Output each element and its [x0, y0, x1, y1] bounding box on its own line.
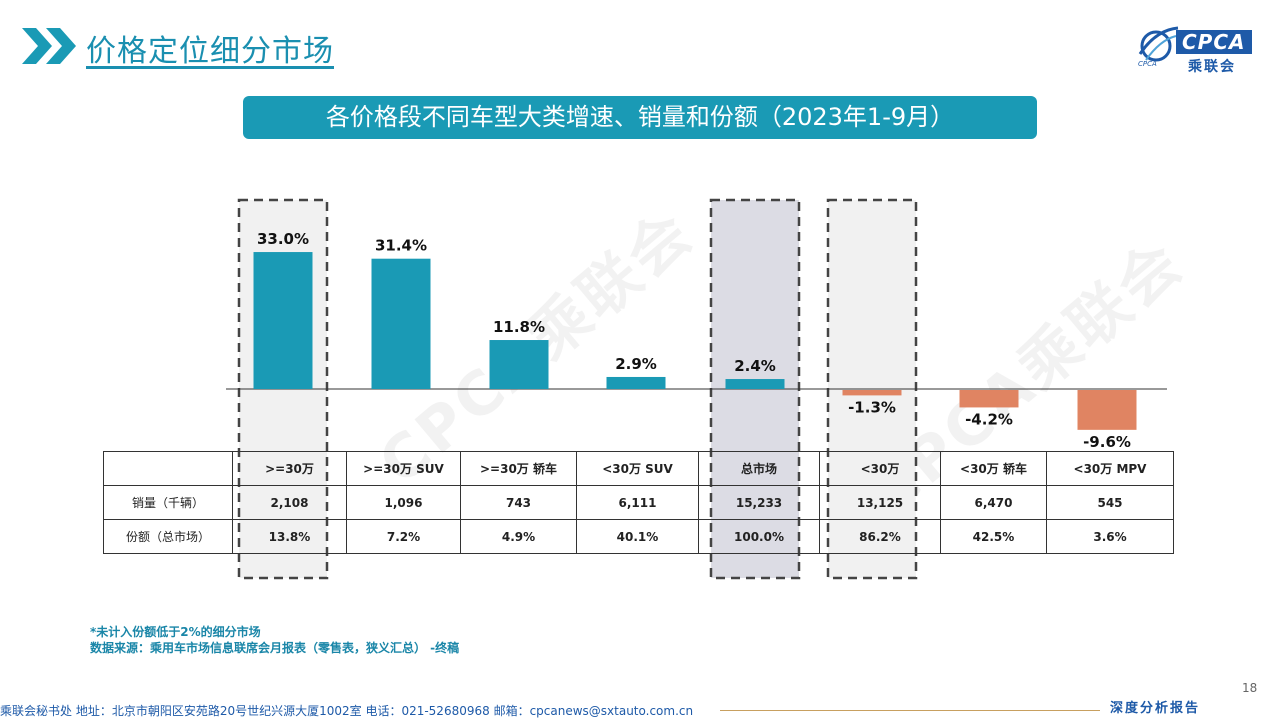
table-cell: 100.0% [698, 519, 820, 554]
table-cell: 6,470 [940, 485, 1047, 520]
footer-contact: 乘联会秘书处 地址：北京市朝阳区安苑路20号世纪兴源大厦1002室 电话：021… [0, 704, 694, 718]
table-header-row: >=30万 >=30万 SUV >=30万 轿车 <30万 SUV 总市场 <3… [103, 451, 1174, 486]
row-label: 份额（总市场） [103, 519, 233, 554]
table-header: <30万 轿车 [940, 451, 1047, 486]
bar [725, 379, 785, 389]
bar-value-label: 2.9% [615, 355, 657, 373]
table-header: <30万 MPV [1046, 451, 1174, 486]
bar-value-label: 11.8% [493, 318, 545, 336]
table-cell: 42.5% [940, 519, 1047, 554]
table-header: <30万 [819, 451, 941, 486]
report-label: 深度分析报告 [1110, 701, 1201, 716]
bar-value-label: 2.4% [734, 357, 776, 375]
row-label: 销量（千辆） [103, 485, 233, 520]
bar [253, 252, 313, 389]
bar [842, 390, 902, 396]
table-cell: 13,125 [819, 485, 941, 520]
page-number: 18 [1242, 681, 1258, 695]
table-cell: 743 [460, 485, 577, 520]
table-cell: 4.9% [460, 519, 577, 554]
globe-swoosh-icon [1138, 26, 1179, 62]
table-row: 份额（总市场） 13.8% 7.2% 4.9% 40.1% 100.0% 86.… [103, 519, 1174, 554]
header: 价格定位细分市场 CPCA 乘联会 CPCA [0, 0, 1280, 80]
table-cell: 3.6% [1046, 519, 1174, 554]
table-cell: 2,108 [232, 485, 347, 520]
bar [371, 258, 431, 389]
page-title: 价格定位细分市场 [86, 34, 334, 69]
table-row: 销量（千辆） 2,108 1,096 743 6,111 15,233 13,1… [103, 485, 1174, 520]
table-cell: 545 [1046, 485, 1174, 520]
table-cell: 6,111 [576, 485, 699, 520]
bar [959, 390, 1019, 408]
cpca-logo: CPCA 乘联会 CPCA [1132, 22, 1262, 75]
bar-value-label: -9.6% [1083, 433, 1131, 451]
logo-chinese: 乘联会 [1188, 59, 1236, 75]
note-line: 数据来源：乘用车市场信息联席会月报表（零售表，狭义汇总） -终稿 [90, 641, 460, 655]
table-cell: 15,233 [698, 485, 820, 520]
table-cell: 7.2% [346, 519, 461, 554]
logo-english: CPCA [1138, 60, 1157, 68]
table-cell: 13.8% [232, 519, 347, 554]
bar-value-label: -1.3% [848, 398, 896, 416]
table-header: >=30万 SUV [346, 451, 461, 486]
table-header: 总市场 [698, 451, 820, 486]
bar [1077, 390, 1137, 430]
notes: *未计入份额低于2%的细分市场 数据来源：乘用车市场信息联席会月报表（零售表，狭… [90, 624, 459, 656]
footer-divider [720, 710, 1100, 711]
note-line: *未计入份额低于2%的细分市场 [90, 625, 261, 639]
table-cell: 40.1% [576, 519, 699, 554]
table-header: >=30万 轿车 [460, 451, 577, 486]
table-cell: 86.2% [819, 519, 941, 554]
bar-value-label: 33.0% [257, 230, 309, 248]
bar [489, 340, 549, 389]
data-table: >=30万 >=30万 SUV >=30万 轿车 <30万 SUV 总市场 <3… [103, 451, 1174, 554]
table-corner-cell [103, 451, 233, 486]
table-cell: 1,096 [346, 485, 461, 520]
bar [606, 376, 666, 389]
double-chevron-icon [22, 28, 76, 64]
logo-wordmark: CPCA [1176, 30, 1252, 54]
bar-value-label: -4.2% [965, 410, 1013, 428]
bar-value-label: 31.4% [375, 237, 427, 255]
table-header: >=30万 [232, 451, 347, 486]
table-header: <30万 SUV [576, 451, 699, 486]
chart-title-banner: 各价格段不同车型大类增速、销量和份额（2023年1-9月） [243, 96, 1037, 139]
